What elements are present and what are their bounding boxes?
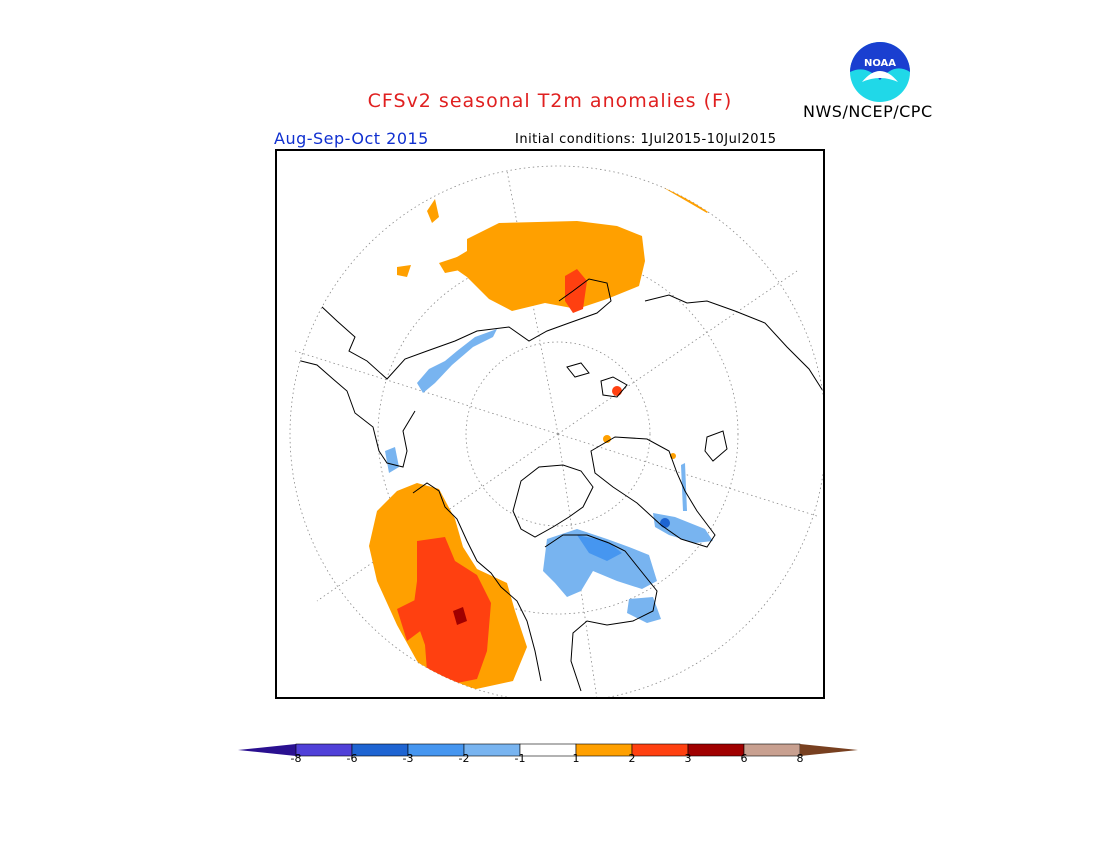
colorbar-label: 3 [684, 752, 692, 765]
colorbar-label: 1 [572, 752, 580, 765]
agency-label: NWS/NCEP/CPC [803, 102, 933, 121]
colorbar-label: -6 [346, 752, 358, 765]
coastlines [290, 278, 824, 692]
warm-anomaly-siberia [397, 171, 717, 459]
colorbar-segment-4 [463, 743, 521, 757]
colorbar-segment-3 [407, 743, 465, 757]
colorbar-label: -3 [402, 752, 414, 765]
colorbar-arrow-high [800, 744, 858, 756]
colorbar-segment-8 [687, 743, 745, 757]
colorbar [238, 743, 858, 757]
colorbar-arrow-low [238, 744, 296, 756]
colorbar-segment-1 [295, 743, 353, 757]
initial-conditions-label: Initial conditions: 1Jul2015-10Jul2015 [515, 132, 777, 147]
warm-anomaly-europe [369, 483, 527, 691]
noaa-logo-text: NOAA [864, 58, 896, 69]
colorbar-segment-2 [351, 743, 409, 757]
colorbar-segment-7 [631, 743, 689, 757]
colorbar-label: 6 [740, 752, 748, 765]
colorbar-label: 8 [796, 752, 804, 765]
colorbar-label: -8 [290, 752, 302, 765]
colorbar-segment-5 [519, 743, 577, 757]
polar-map [289, 165, 827, 703]
colorbar-label: 2 [628, 752, 636, 765]
noaa-logo: NOAA [848, 40, 912, 104]
colorbar-label: -2 [458, 752, 470, 765]
map-title: CFSv2 seasonal T2m anomalies (F) [367, 90, 733, 112]
cool-anomaly-canada-greenland [543, 463, 713, 623]
noaa-logo-emblem: NOAA [850, 42, 910, 102]
colorbar-segment-9 [743, 743, 801, 757]
map-panel [275, 149, 827, 703]
colorbar-label: -1 [514, 752, 526, 765]
season-label: Aug-Sep-Oct 2015 [274, 129, 429, 148]
colorbar-segment-6 [575, 743, 633, 757]
cool-anomaly-alaska-coast [385, 329, 497, 473]
